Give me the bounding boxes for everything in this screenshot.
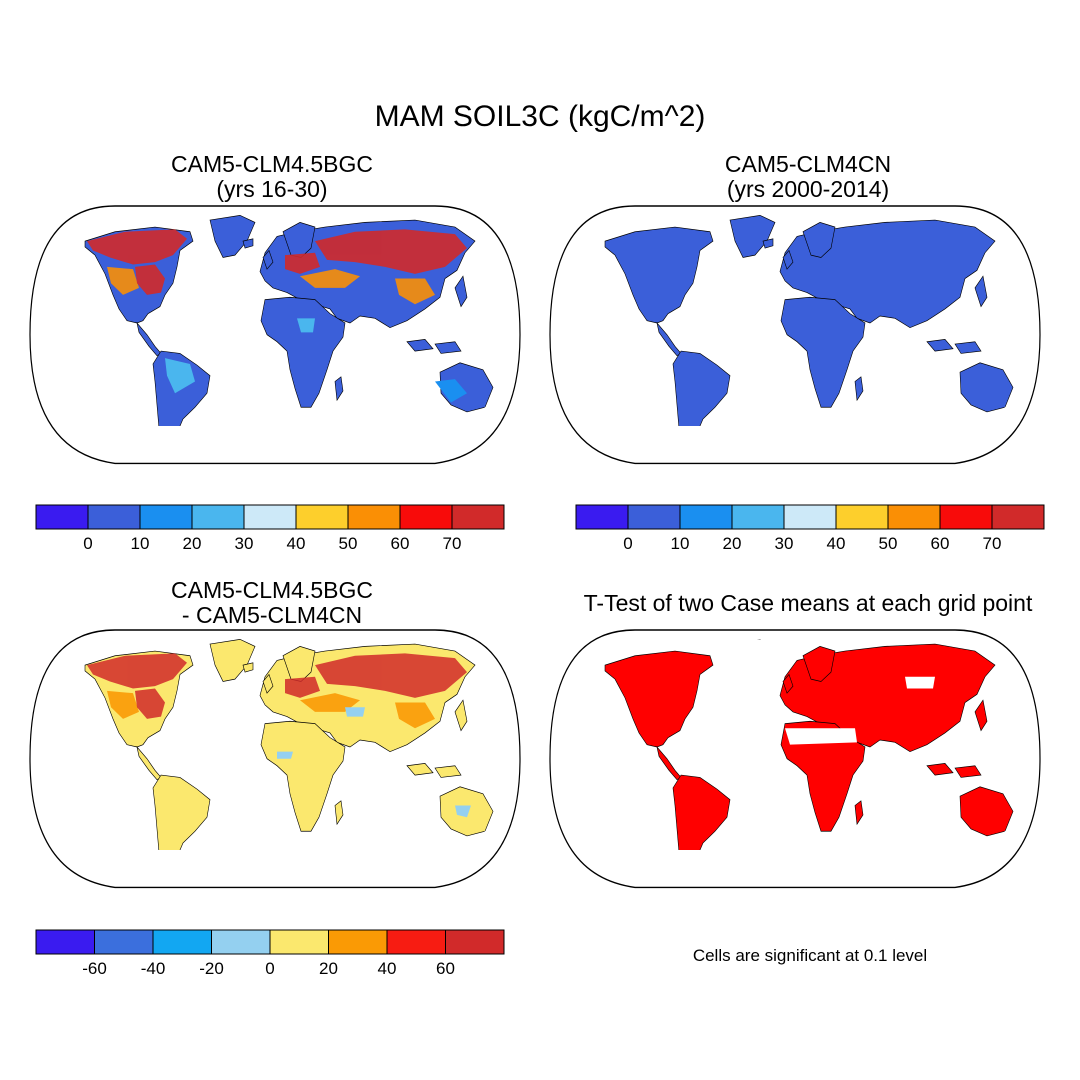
colorbar-case2-tick-label: 70: [983, 534, 1002, 553]
panel-title-case2-line2: (yrs 2000-2014): [726, 176, 890, 202]
colorbar-case1-swatch: [451, 504, 505, 530]
panel-title-case1: CAM5-CLM4.5BGC (yrs 16-30): [52, 152, 492, 202]
colorbar-diff-tick-label: 20: [319, 959, 338, 978]
panel-title-diff: CAM5-CLM4.5BGC - CAM5-CLM4CN: [52, 578, 492, 628]
colorbar-case1-tick-label: 0: [83, 534, 92, 553]
colorbar-case2-swatch: [939, 504, 993, 530]
colorbar-case1-swatch: [243, 504, 297, 530]
colorbar-case2-tick-label: 0: [623, 534, 632, 553]
colorbar-case2-swatch: [887, 504, 941, 530]
colorbar-case1-tick-label: 40: [287, 534, 306, 553]
significance-note: Cells are significant at 0.1 level: [692, 946, 928, 965]
colorbar-diff-swatch: [94, 929, 154, 955]
panel-title-ttest-line1: T-Test of two Case means at each grid po…: [583, 590, 1033, 616]
colorbar-diff-swatch: [328, 929, 388, 955]
panel-title-case2: CAM5-CLM4CN (yrs 2000-2014): [588, 152, 1028, 202]
colorbar-case1-swatch: [347, 504, 401, 530]
colorbar-diff-tick-label: -20: [199, 959, 224, 978]
colorbar-diff-swatch: [152, 929, 212, 955]
colorbar-diff-tick-label: 60: [436, 959, 455, 978]
colorbar-diff-tick-label: 40: [378, 959, 397, 978]
map-panel-case2: [549, 205, 1041, 465]
map-panel-case1: [29, 205, 521, 465]
colorbar-diff-swatch: [35, 929, 95, 955]
colorbar-case2-swatch: [575, 504, 629, 530]
colorbar-diff-swatch: [386, 929, 446, 955]
colorbar-case1-tick-label: 10: [131, 534, 150, 553]
colorbar-case1-swatch: [295, 504, 349, 530]
panel-title-case1-line1: CAM5-CLM4.5BGC: [171, 151, 373, 177]
colorbar-case2-swatch: [835, 504, 889, 530]
colorbar-case2-swatch: [731, 504, 785, 530]
colorbar-case1-swatch: [139, 504, 193, 530]
colorbar-diff-tick-label: 0: [265, 959, 274, 978]
colorbar-case1-tick-label: 20: [183, 534, 202, 553]
colorbar-diff-swatch: [211, 929, 271, 955]
colorbar-case2-swatch: [679, 504, 733, 530]
panel-title-case1-line2: (yrs 16-30): [216, 176, 328, 202]
main-title: MAM SOIL3C (kgC/m^2): [374, 100, 706, 133]
colorbar-case2-tick-label: 30: [775, 534, 794, 553]
colorbar-diff-swatch: [445, 929, 505, 955]
colorbar-case1: 0 10 20 30 40 50 60 70: [35, 504, 505, 553]
colorbar-diff-swatch: [269, 929, 329, 955]
colorbar-case1-swatch: [35, 504, 89, 530]
panel-title-case2-line1: CAM5-CLM4CN: [724, 151, 892, 177]
colorbar-case1-tick-label: 70: [443, 534, 462, 553]
colorbar-case2-tick-label: 50: [879, 534, 898, 553]
colorbar-case2-tick-label: 20: [723, 534, 742, 553]
colorbar-case2-swatch: [991, 504, 1045, 530]
colorbar-case2-tick-label: 60: [931, 534, 950, 553]
colorbar-case1-swatch: [399, 504, 453, 530]
colorbar-case1-tick-label: 60: [391, 534, 410, 553]
colorbar-case2-tick-label: 40: [827, 534, 846, 553]
panel-title-diff-line2: - CAM5-CLM4CN: [181, 602, 363, 628]
colorbar-case1-swatch: [87, 504, 141, 530]
panel-title-diff-line1: CAM5-CLM4.5BGC: [171, 577, 373, 603]
colorbar-case1-tick-label: 50: [339, 534, 358, 553]
colorbar-case2: 0 10 20 30 40 50 60 70: [575, 504, 1045, 553]
colorbar-diff-tick-label: -60: [82, 959, 107, 978]
map-panel-ttest: [549, 629, 1041, 889]
panel-title-ttest: T-Test of two Case means at each grid po…: [548, 591, 1068, 616]
colorbar-case1-swatch: [191, 504, 245, 530]
colorbar-case2-tick-label: 10: [671, 534, 690, 553]
colorbar-diff: -60 -40 -20 0 20 40 60: [35, 929, 505, 978]
colorbar-case2-swatch: [627, 504, 681, 530]
colorbar-case1-tick-label: 30: [235, 534, 254, 553]
colorbar-diff-tick-label: -40: [141, 959, 166, 978]
colorbar-case2-swatch: [783, 504, 837, 530]
map-panel-diff: [29, 629, 521, 889]
